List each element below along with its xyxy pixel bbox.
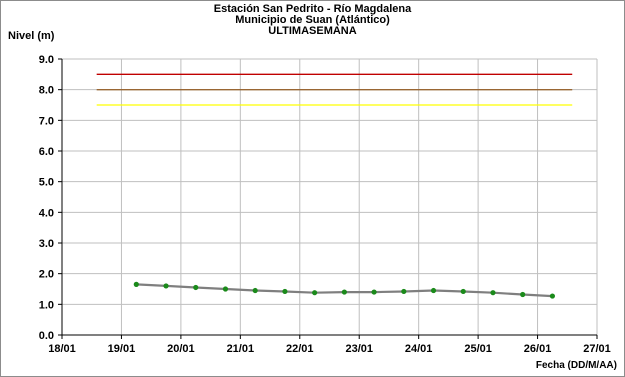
- series-group: [133, 281, 556, 299]
- chart-subtitle-2: ULTIMASEMANA: [268, 25, 357, 37]
- x-tick-label: 23/01: [345, 343, 373, 355]
- data-point: [133, 281, 139, 287]
- data-point: [520, 291, 526, 298]
- y-axis-label: Nivel (m): [8, 30, 55, 42]
- x-tick-label: 20/01: [167, 343, 195, 355]
- data-point: [371, 289, 377, 295]
- y-tick-label: 0.0: [39, 330, 54, 342]
- x-tick-label: 19/01: [108, 343, 136, 355]
- chart-title: Estación San Pedrito - Río Magdalena: [213, 3, 412, 15]
- x-tick-label: 22/01: [286, 343, 314, 355]
- data-point: [490, 290, 496, 296]
- y-tick-label: 9.0: [39, 54, 54, 66]
- x-tick-label: 27/01: [583, 343, 611, 355]
- grid-lines: [58, 58, 598, 339]
- data-point: [282, 288, 288, 295]
- y-tick-label: 5.0: [39, 177, 54, 189]
- y-tick-label: 2.0: [39, 269, 54, 281]
- x-axis-label: Fecha (DD/M/AA): [535, 360, 617, 371]
- x-tick-label: 24/01: [405, 343, 433, 355]
- data-point: [341, 289, 347, 295]
- chart-subtitle: Municipio de Suan (Atlántico): [235, 14, 390, 26]
- y-tick-label: 4.0: [39, 207, 54, 219]
- data-point: [430, 287, 437, 294]
- data-point: [549, 293, 556, 299]
- y-tick-label: 1.0: [39, 299, 54, 311]
- data-point: [222, 286, 229, 292]
- data-point: [312, 290, 318, 296]
- data-point: [460, 288, 466, 295]
- x-tick-label: 25/01: [464, 343, 492, 355]
- chart-title-block: Estación San Pedrito - Río Magdalena Mun…: [0, 4, 625, 37]
- x-tick-label: 18/01: [48, 343, 76, 355]
- data-point: [163, 283, 169, 289]
- y-tick-label: 6.0: [39, 146, 54, 158]
- x-tick-label: 21/01: [227, 343, 255, 355]
- y-tick-label: 3.0: [39, 238, 54, 250]
- y-tick-label: 7.0: [39, 115, 54, 127]
- tick-labels: 0.0 1.0 2.0 3.0 4.0 5.0 6.0 7.0 8.0 9.0 18/01 19/01…: [39, 54, 611, 355]
- data-point: [401, 288, 407, 295]
- threshold-lines: [96, 73, 573, 106]
- y-tick-label: 8.0: [39, 85, 54, 97]
- data-point: [193, 284, 199, 291]
- x-tick-label: 26/01: [524, 343, 552, 355]
- data-point: [252, 287, 258, 294]
